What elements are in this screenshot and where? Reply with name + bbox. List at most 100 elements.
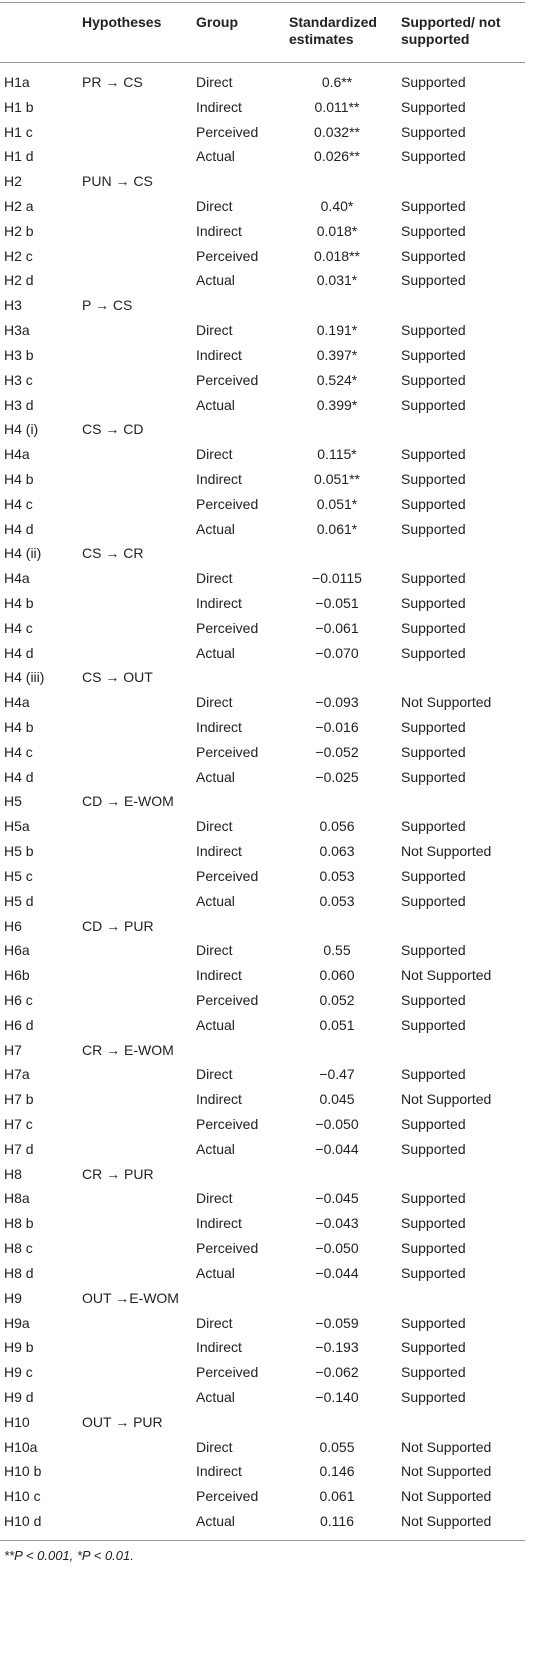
support: Supported [401,719,466,736]
row-id: H4a [4,570,30,587]
row-id: H5 [4,793,22,810]
group: Actual [196,1264,235,1281]
estimate: 0.032** [314,123,360,140]
group: Perceived [196,495,259,512]
row-id: H4 b [4,719,34,736]
row-id: H6 c [4,991,33,1008]
support: Supported [401,247,466,264]
row-id: H1a [4,74,30,90]
hypothesis: PUN → CS [82,173,153,190]
support: Not Supported [401,843,492,860]
estimate: 0.045 [319,1091,355,1108]
support: Supported [401,495,466,512]
group: Direct [196,1066,233,1083]
estimate: −0.045 [315,1190,359,1207]
estimate: 0.40* [320,198,354,215]
estimate: −0.093 [315,694,359,711]
group: Direct [196,446,233,463]
estimate: 0.063 [319,843,355,860]
header-cell: Group [196,14,238,30]
support: Supported [401,768,466,785]
support: Supported [401,148,466,165]
row-id: H7 d [4,1140,34,1157]
row-id: H2 d [4,272,34,289]
group: Indirect [196,346,242,363]
row-id: H3 b [4,346,34,363]
group: Indirect [196,1339,242,1356]
support: Supported [401,1215,466,1232]
hypothesis: CR → E-WOM [82,1041,174,1058]
row-id: H4 d [4,520,34,537]
row-id: H4 b [4,595,34,611]
row-id: H5 d [4,892,34,909]
support: Supported [401,98,466,115]
row-id: H4 (iii) [4,669,45,686]
row-id: H5 b [4,843,34,860]
row-id: H2 c [4,247,33,264]
hypothesis: CR → PUR [82,1165,154,1182]
row-id: H4a [4,694,30,711]
group: Perceived [196,867,259,884]
group: Perceived [196,1240,259,1257]
row-id: H4 b [4,470,34,487]
support: Not Supported [401,694,492,711]
group: Perceived [196,371,259,388]
row-id: H6b [4,967,30,984]
estimate: 0.061 [319,1488,355,1505]
group: Indirect [196,98,242,115]
support: Supported [401,1116,466,1133]
support: Not Supported [401,1488,492,1505]
support: Not Supported [401,1438,492,1455]
estimate: 0.053 [319,892,355,909]
group: Perceived [196,619,259,636]
group: Perceived [196,743,259,760]
estimate: 0.051 [319,1016,355,1033]
row-id: H8 [4,1165,22,1182]
footnote: **P < 0.001, *P < 0.01. [4,1548,134,1563]
support: Supported [401,743,466,760]
row-id: H8a [4,1190,30,1207]
group: Perceived [196,1364,259,1381]
hypothesis: CS → CD [82,421,144,438]
row-id: H8 d [4,1264,34,1281]
support: Supported [401,570,466,587]
row-id: H8 c [4,1240,33,1257]
estimate: 0.116 [320,1512,354,1529]
row-id: H10a [4,1438,38,1455]
row-id: H4 c [4,495,33,512]
hypothesis: OUT → PUR [82,1413,163,1430]
group: Actual [196,272,235,289]
row-id: H9 [4,1289,22,1306]
support: Supported [401,470,466,487]
group: Actual [196,644,235,661]
support: Supported [401,1190,466,1207]
bottom-rule [0,1540,525,1541]
group: Actual [196,1016,235,1033]
row-id: H7 c [4,1116,33,1133]
group: Indirect [196,595,242,611]
estimate: −0.47 [319,1066,355,1083]
row-id: H4 d [4,644,34,661]
estimate: −0.050 [315,1116,359,1133]
row-id: H10 c [4,1488,41,1505]
group: Direct [196,322,233,339]
row-id: H3 c [4,371,33,388]
row-id: H7 b [4,1091,34,1108]
group: Actual [196,892,235,909]
estimate: 0.018** [314,247,360,264]
row-id: H2 [4,173,22,190]
support: Supported [401,892,466,909]
support: Supported [401,396,466,413]
row-id: H6 [4,917,22,934]
row-id: H9a [4,1314,30,1331]
estimate: −0.193 [315,1339,359,1356]
estimate: 0.051** [314,470,360,487]
hypothesis: CS → OUT [82,669,153,686]
row-id: H2 a [4,198,34,215]
support: Supported [401,1264,466,1281]
group: Indirect [196,222,242,239]
group: Direct [196,942,233,959]
group: Perceived [196,123,259,140]
row-id: H6a [4,942,30,959]
